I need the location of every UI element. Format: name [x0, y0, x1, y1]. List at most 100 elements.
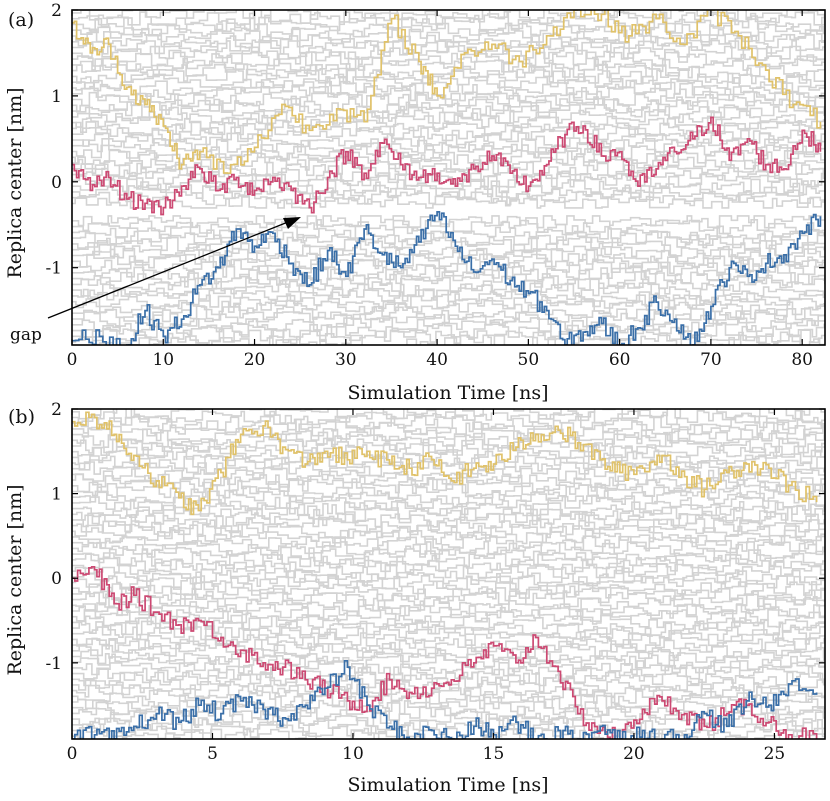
- x-tick-label: 60: [609, 350, 631, 370]
- x-tick-label: 20: [623, 744, 645, 764]
- background-trace: [72, 540, 825, 556]
- background-trace: [72, 219, 825, 235]
- background-trace: [72, 603, 825, 619]
- background-trace: [72, 68, 825, 85]
- panel-a-background-traces: [72, 10, 825, 345]
- x-tick-label: 0: [67, 744, 78, 764]
- background-trace: [72, 529, 825, 545]
- background-trace: [72, 432, 825, 448]
- background-trace: [72, 80, 825, 96]
- y-tick-label: 1: [51, 87, 62, 107]
- y-tick-label: 1: [51, 485, 62, 505]
- background-trace: [72, 665, 825, 681]
- background-trace: [72, 74, 825, 90]
- background-trace: [72, 426, 825, 443]
- background-trace: [72, 620, 825, 636]
- panel-b-label: (b): [8, 406, 35, 428]
- x-tick-label: 10: [342, 744, 364, 764]
- gap-label: gap: [10, 325, 42, 345]
- background-trace: [72, 57, 825, 73]
- x-tick-label: 5: [207, 744, 218, 764]
- background-trace: [72, 97, 825, 113]
- background-trace: [72, 580, 825, 596]
- background-trace: [72, 534, 825, 551]
- background-trace: [72, 649, 825, 665]
- background-trace: [72, 415, 825, 431]
- background-trace: [72, 467, 825, 482]
- background-trace: [72, 523, 825, 539]
- background-trace: [72, 608, 825, 625]
- background-trace: [72, 230, 825, 246]
- background-trace: [72, 688, 825, 705]
- background-trace: [72, 421, 825, 437]
- x-tick-label: 70: [700, 350, 722, 370]
- series-line-red: [72, 565, 818, 739]
- x-tick-label: 20: [244, 350, 266, 370]
- panel-b: (b) 0 5 10 15 20 25 -1 0 1 2 Simulation Time [ns]…: [4, 400, 826, 796]
- panel-b-background-traces: [72, 409, 825, 739]
- y-tick-label: -1: [45, 654, 62, 674]
- gap-annotation: gap: [10, 217, 301, 345]
- background-trace: [72, 483, 825, 500]
- background-trace: [72, 184, 825, 200]
- background-trace: [72, 103, 825, 119]
- background-trace: [72, 660, 825, 676]
- panel-b-ylabel: Replica center [nm]: [4, 484, 26, 675]
- panel-a-ticks: 0 10 20 30 40 50 60 70 80 -1 0 1 2: [45, 1, 825, 370]
- x-tick-label: 0: [67, 350, 78, 370]
- background-trace: [72, 512, 825, 528]
- background-trace: [72, 155, 825, 171]
- background-trace: [72, 190, 825, 206]
- background-trace: [72, 126, 825, 142]
- panel-b-ticks: 0 5 10 15 20 25 -1 0 1 2: [45, 400, 825, 764]
- background-trace: [72, 328, 825, 344]
- background-trace: [72, 322, 825, 339]
- background-trace: [72, 626, 825, 642]
- background-trace: [72, 317, 825, 332]
- background-trace: [72, 677, 825, 693]
- background-trace: [72, 265, 825, 281]
- series-line-yellow: [72, 411, 818, 516]
- series-line-red: [72, 116, 822, 216]
- background-trace: [72, 334, 825, 345]
- panel-b-xlabel: Simulation Time [ns]: [347, 774, 548, 796]
- panel-a-xlabel: Simulation Time [ns]: [347, 382, 548, 404]
- y-tick-label: 2: [51, 1, 62, 21]
- background-trace: [72, 552, 825, 568]
- panel-a-label: (a): [8, 9, 34, 31]
- background-trace: [72, 138, 825, 154]
- background-trace: [72, 711, 825, 727]
- background-trace: [72, 683, 825, 699]
- background-trace: [72, 305, 825, 321]
- background-trace: [72, 28, 825, 44]
- background-trace: [72, 299, 825, 316]
- background-trace: [72, 22, 825, 38]
- x-tick-label: 15: [483, 744, 505, 764]
- background-trace: [72, 409, 825, 426]
- background-trace: [72, 276, 825, 292]
- x-tick-label: 25: [764, 744, 786, 764]
- y-tick-label: 0: [51, 173, 62, 193]
- x-tick-label: 10: [152, 350, 174, 370]
- x-tick-label: 50: [518, 350, 540, 370]
- gap-arrow-head: [283, 217, 301, 229]
- x-tick-label: 40: [426, 350, 448, 370]
- background-trace: [72, 166, 825, 183]
- background-trace: [72, 16, 825, 33]
- background-trace: [72, 10, 825, 27]
- gap-arrow: [47, 221, 289, 319]
- x-tick-label: 80: [791, 350, 813, 370]
- background-trace: [72, 259, 825, 275]
- background-trace: [72, 51, 825, 67]
- background-trace: [72, 224, 825, 240]
- background-trace: [72, 563, 825, 579]
- background-trace: [72, 637, 825, 653]
- background-trace: [72, 409, 825, 420]
- background-trace: [72, 557, 825, 573]
- panel-b-axes-frame: [71, 408, 826, 740]
- y-tick-label: 2: [51, 400, 62, 420]
- background-trace: [72, 39, 825, 56]
- background-trace: [72, 172, 825, 188]
- background-trace: [72, 215, 825, 229]
- background-trace: [72, 546, 825, 562]
